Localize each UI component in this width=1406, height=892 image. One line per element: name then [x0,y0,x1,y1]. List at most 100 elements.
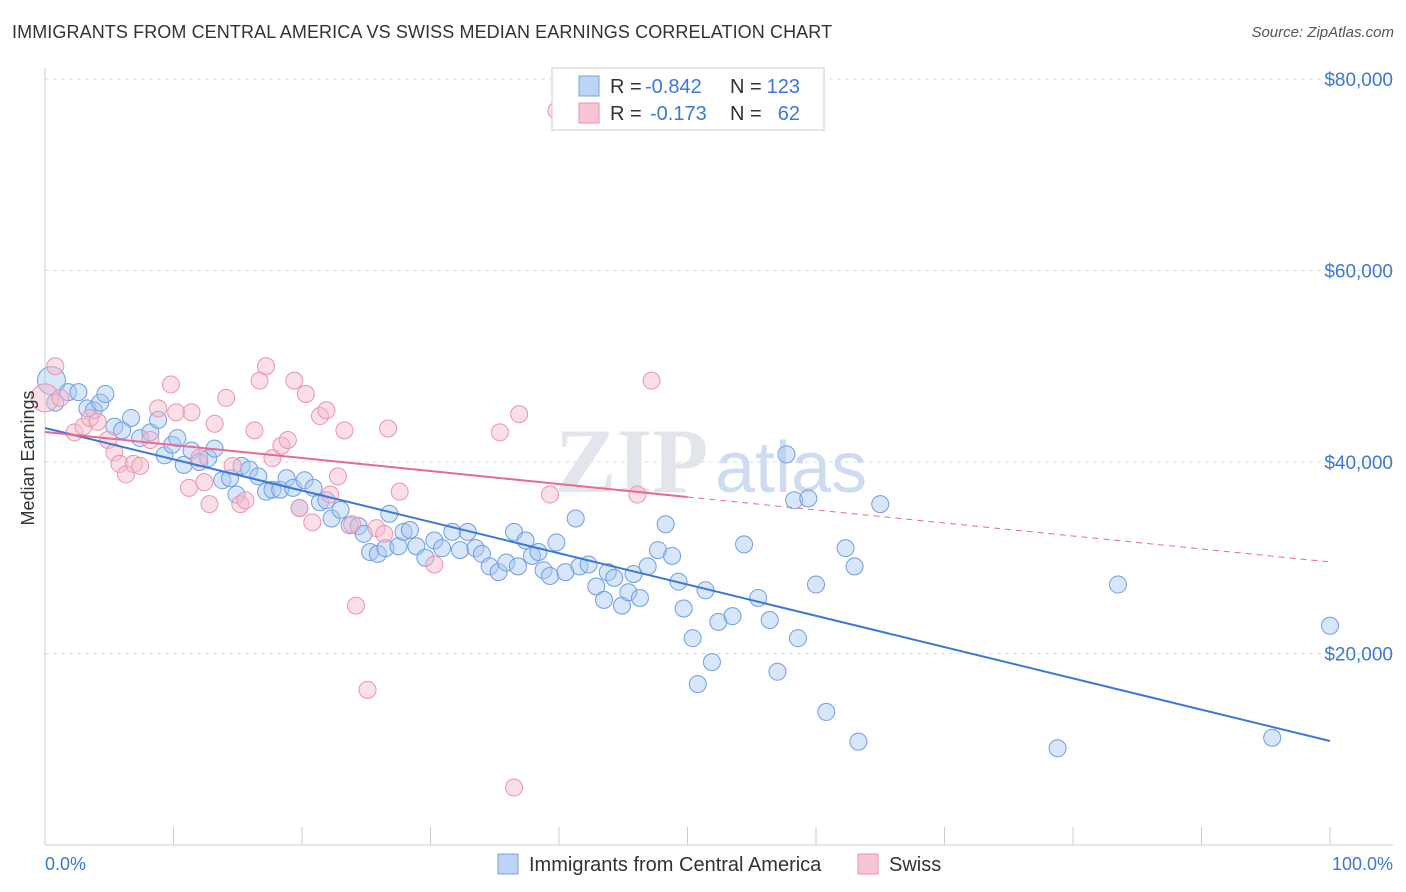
swiss-point [245,421,264,440]
central-america-point [735,535,754,554]
swiss-point [379,419,398,438]
central-america-point [817,702,836,721]
central-america-point [760,610,779,629]
central-america-point [451,541,470,560]
swiss-point [628,485,647,504]
legend-r-label: R = [610,103,642,125]
central-america-point [263,480,282,499]
central-america-point [508,557,527,576]
central-america-point [702,653,721,672]
central-america-point [400,520,419,539]
swiss-point [51,388,70,407]
swiss-point [195,473,214,492]
central-america-point [845,557,864,576]
swiss-point [131,456,150,475]
central-america-point [310,493,329,512]
swiss-point [490,423,509,442]
central-america-point [541,566,560,585]
central-america-point [489,563,508,582]
swiss-point [161,375,180,394]
central-america-point [799,489,818,508]
swiss-point [642,371,661,390]
y-tick-label: $80,000 [1324,70,1393,91]
legend-swatch-pink [857,853,879,875]
central-america-point [656,515,675,534]
swiss-point [46,357,65,376]
central-america-point [168,429,187,448]
central-america-point [789,629,808,648]
swiss-point [343,515,362,534]
y-tick-label: $20,000 [1324,645,1393,666]
central-america-point [1108,575,1127,594]
swiss-point [124,454,143,473]
legend-swatch-blue [578,75,600,97]
central-america-point [394,522,413,541]
swiss-point [375,524,394,543]
central-america-point [425,531,444,550]
central-america-point [257,482,276,501]
swiss-point [425,555,444,574]
swiss-point [296,385,315,404]
legend-r-value: -0.842 [645,76,702,98]
legend-swatch-blue [497,853,519,875]
central-america-point [674,599,693,618]
legend-n-value: 62 [778,103,800,125]
central-america-point [480,557,499,576]
legend-n-label: N = [730,76,762,98]
central-america-point [849,732,868,751]
swiss-point [217,388,236,407]
swiss-point [290,498,309,517]
central-america-point [688,675,707,694]
swiss-point [116,465,135,484]
swiss-point [110,454,129,473]
x-tick-label-min: 0.0% [45,854,86,874]
swiss-point [182,403,201,422]
legend-label-blue: Immigrants from Central America [529,854,822,876]
central-america-point [295,471,314,490]
legend-bottom: Immigrants from Central America Swiss [497,853,941,876]
swiss-point [317,401,336,420]
central-america-point [433,539,452,558]
swiss-point [358,680,377,699]
central-america-point [807,575,825,594]
central-america-point [777,445,796,464]
central-america-point [723,607,742,626]
central-america-point [630,588,649,607]
swiss-point [190,449,209,468]
swiss-point [179,478,198,497]
central-america-point [96,385,115,404]
central-america-trend-line [44,427,1331,742]
y-axis-label: Median Earnings [18,390,38,525]
central-america-point [785,491,804,510]
central-america-point [46,393,65,412]
swiss-point [141,430,160,449]
swiss-point [30,383,60,413]
watermark: ZIP [555,410,708,512]
legend-r-label: R = [610,76,642,98]
swiss-point [510,405,529,424]
central-america-point [361,543,380,562]
central-america-point [605,568,624,587]
swiss-point [205,414,224,433]
central-america-point [122,408,141,427]
swiss-trend-line [44,431,688,498]
central-america-point [416,548,435,567]
central-america-point [594,590,613,609]
swiss-point [321,485,340,504]
central-america-point [227,485,246,504]
central-america-point [683,629,702,648]
central-america-point [389,537,408,556]
swiss-point [167,403,186,422]
swiss-point [390,482,409,501]
central-america-point [871,495,890,514]
swiss-point [328,467,347,486]
swiss-point [257,357,276,376]
legend-top: R = -0.842 N = 123 R = -0.173 N = 62 [551,67,825,131]
swiss-point [149,399,168,418]
central-america-point [566,509,585,528]
source-label: Source: ZipAtlas.com [1251,24,1394,41]
watermark-atlas: atlas [715,428,867,508]
x-tick-label-max: 100.0% [1332,854,1393,874]
swiss-point [88,412,107,431]
